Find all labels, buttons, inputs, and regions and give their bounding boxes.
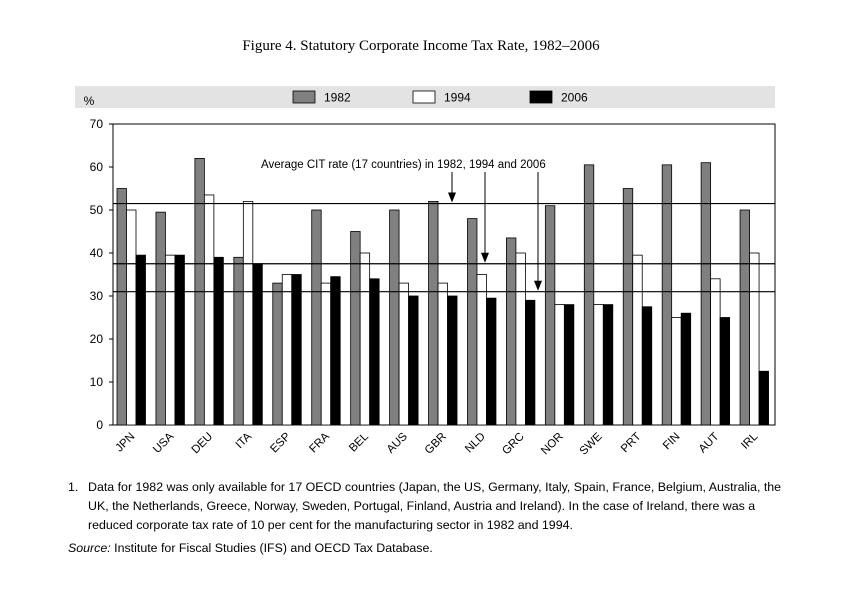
bar-1994-ESP: [281, 274, 293, 426]
y-tick-label: 40: [90, 246, 104, 260]
bar-1982-NLD: [467, 218, 478, 426]
legend-label-2006: 2006: [561, 91, 588, 105]
bar-1982-FRA: [311, 209, 322, 426]
y-tick-label: 30: [90, 289, 104, 303]
bar-2006-GBR: [447, 295, 458, 426]
bar-2006-NLD: [486, 297, 497, 426]
legend-swatch-1982: [292, 90, 316, 104]
y-tick-label: 0: [96, 418, 103, 432]
x-tick-label-FIN: FIN: [661, 431, 683, 453]
annotation-text: Average CIT rate (17 countries) in 1982,…: [261, 159, 546, 171]
bar-1982-SWE: [583, 164, 595, 426]
chart-container: 1982 1994 2006% 0 10 20 30 40 50 60 70 JPN USA DEU ITA…: [75, 80, 785, 475]
bar-2006-PRT: [641, 306, 653, 426]
bar-1982-FIN: [661, 164, 673, 426]
bar-1994-PRT: [632, 254, 643, 426]
bar-1994-FIN: [671, 317, 682, 426]
bar-2006-SWE: [602, 304, 614, 426]
y-tick-label: 50: [90, 203, 104, 217]
x-tick-label-AUT: AUT: [697, 431, 722, 456]
x-tick-label-USA: USA: [151, 430, 176, 455]
x-tick-label-AUS: AUS: [385, 430, 410, 455]
y-axis-label: %: [84, 94, 95, 108]
bar-1982-ESP: [272, 282, 283, 426]
bar-1994-GBR: [437, 282, 448, 426]
y-tick-label: 70: [90, 117, 104, 131]
footnote: 1. Data for 1982 was only available for …: [68, 478, 788, 535]
y-tick-label: 60: [90, 160, 104, 174]
x-tick-label-IRL: IRL: [739, 430, 761, 452]
bar-2006-ITA: [252, 263, 263, 426]
bar-1994-JPN: [126, 209, 137, 426]
bar-2006-JPN: [135, 254, 146, 426]
bar-1982-GBR: [428, 201, 439, 426]
bar-1994-NOR: [554, 304, 565, 426]
bar-1982-AUS: [389, 209, 400, 426]
legend-label-1994: 1994: [444, 91, 471, 105]
x-tick-label-NOR: NOR: [539, 431, 566, 458]
x-tick-label-ITA: ITA: [234, 430, 255, 451]
x-tick-label-PRT: PRT: [619, 431, 644, 456]
bar-1994-IRL: [749, 252, 760, 426]
bar-2006-AUS: [408, 295, 419, 426]
annotation-arrowhead-1: [481, 252, 489, 263]
bar-1982-GRC: [506, 237, 517, 426]
bar-2006-AUT: [719, 317, 731, 426]
x-tick-label-DEU: DEU: [190, 431, 216, 457]
bar-1982-ITA: [233, 256, 244, 426]
bar-1982-USA: [155, 211, 166, 426]
x-tick-label-BEL: BEL: [347, 430, 371, 454]
bar-chart: 1982 1994 2006% 0 10 20 30 40 50 60 70 JPN USA DEU ITA…: [75, 86, 776, 458]
bar-1994-USA: [165, 254, 176, 426]
bar-1994-FRA: [320, 282, 332, 426]
footnote-number: 1.: [68, 480, 79, 494]
bar-1982-NOR: [544, 205, 556, 426]
bar-2006-FRA: [330, 276, 341, 426]
y-tick-label: 10: [90, 375, 104, 389]
annotation-arrowhead-2: [534, 280, 542, 291]
bar-1982-PRT: [622, 188, 634, 426]
footnote-text: Data for 1982 was only available for 17 …: [88, 480, 782, 532]
bar-2006-ESP: [291, 274, 302, 426]
x-tick-label-ESP: ESP: [268, 430, 293, 455]
x-tick-label-NLD: NLD: [463, 431, 488, 456]
bar-1994-GRC: [515, 252, 526, 426]
bar-1994-AUT: [710, 278, 721, 426]
y-tick-label: 20: [90, 332, 104, 346]
x-tick-label-SWE: SWE: [578, 430, 605, 457]
x-tick-label-GRC: GRC: [500, 431, 527, 458]
legend-swatch-2006: [529, 90, 553, 104]
annotation-arrowhead-0: [448, 192, 456, 203]
bar-1994-ITA: [242, 201, 254, 426]
bar-1982-IRL: [739, 209, 750, 426]
legend-label-1982: 1982: [324, 91, 351, 105]
bar-2006-USA: [174, 254, 185, 426]
bar-1994-NLD: [476, 274, 487, 426]
legend-swatch-1994: [412, 90, 436, 104]
bar-2006-IRL: [758, 370, 769, 426]
bar-1982-JPN: [116, 188, 127, 426]
source-text: Institute for Fiscal Studies (IFS) and O…: [114, 541, 433, 555]
bar-1994-DEU: [203, 194, 215, 426]
x-tick-label-JPN: JPN: [114, 431, 138, 455]
bar-1982-AUT: [700, 162, 712, 426]
source-line: Source: Institute for Fiscal Studies (IF…: [68, 541, 433, 555]
bar-1982-BEL: [350, 231, 361, 426]
x-tick-label-GBR: GBR: [423, 431, 449, 457]
bar-2006-FIN: [680, 312, 692, 426]
bar-2006-DEU: [213, 256, 224, 426]
bar-2006-NOR: [563, 304, 575, 426]
bar-1994-BEL: [359, 252, 371, 426]
x-tick-label-FRA: FRA: [307, 430, 332, 455]
bar-2006-BEL: [369, 278, 380, 426]
bar-2006-GRC: [525, 299, 536, 426]
chart-title: Figure 4. Statutory Corporate Income Tax…: [242, 38, 600, 54]
bar-1994-SWE: [593, 304, 604, 426]
bar-1994-AUS: [398, 282, 409, 426]
source-label: Source:: [68, 541, 111, 555]
